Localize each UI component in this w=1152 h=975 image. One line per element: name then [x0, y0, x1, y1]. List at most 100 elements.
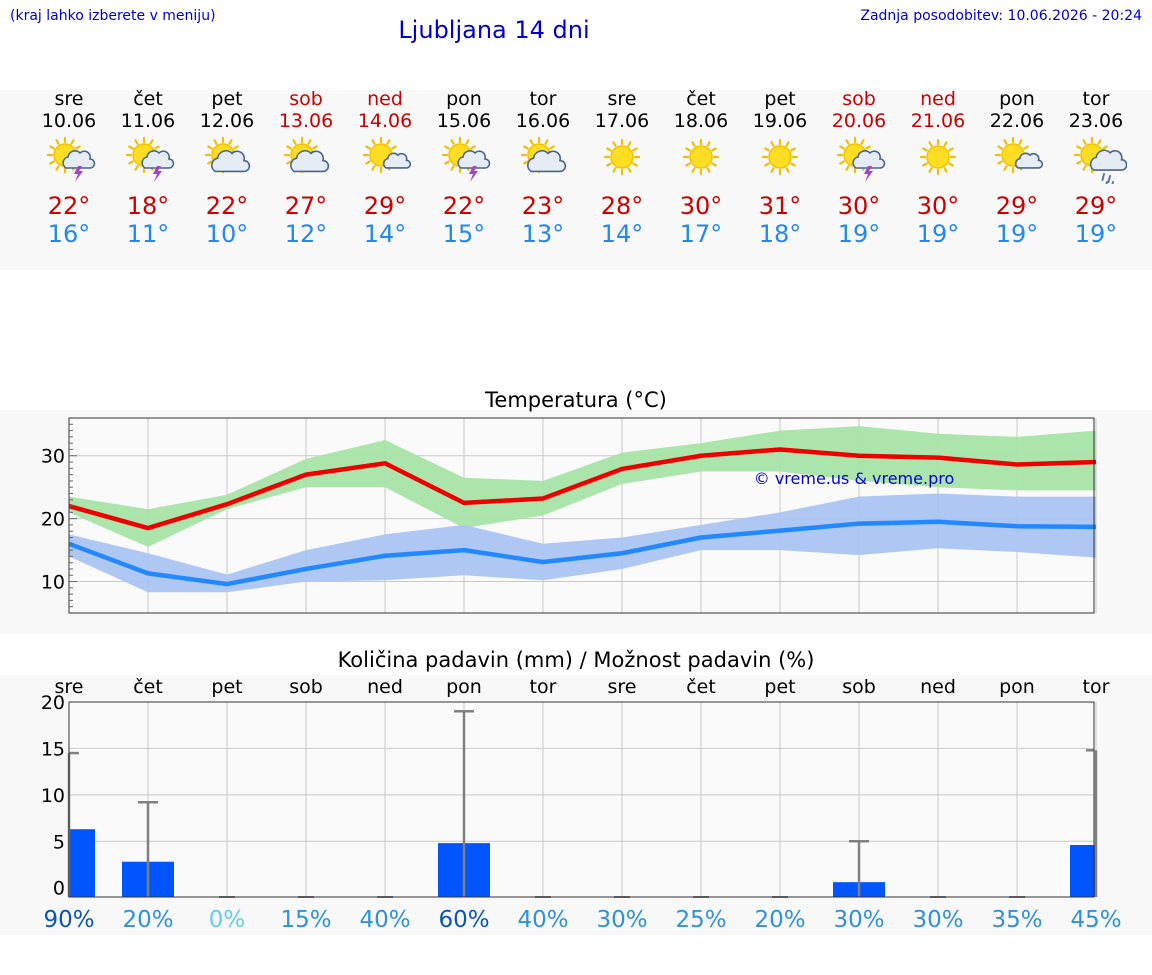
day-forecast: sre 17.06 28° 14°	[583, 88, 661, 248]
day-forecast: sob 13.06 27° 12°	[267, 88, 345, 248]
precipitation-chance: 15%	[280, 907, 331, 933]
min-temperature: 19°	[1074, 220, 1118, 248]
max-temperature: 28°	[600, 192, 644, 220]
day-axis-label: pet	[764, 676, 795, 698]
day-name: sob	[842, 88, 876, 110]
day-date: 11.06	[120, 110, 176, 132]
day-axis-label: pon	[999, 676, 1035, 698]
location-menu-hint: (kraj lahko izberete v meniju)	[10, 8, 216, 24]
day-name: sre	[607, 88, 637, 110]
precipitation-chance: 45%	[1070, 907, 1121, 933]
min-temperature: 12°	[284, 220, 328, 248]
day-axis-label: pet	[211, 676, 242, 698]
day-name: tor	[1082, 88, 1110, 110]
precipitation-chance: 40%	[359, 907, 410, 933]
max-temperature: 22°	[442, 192, 486, 220]
min-temperature: 19°	[995, 220, 1039, 248]
temperature-chart: 10 20 30 © vreme.us & vreme.pro	[41, 417, 1097, 614]
precipitation-chart-title: Količina padavin (mm) / Možnost padavin …	[337, 648, 815, 672]
precipitation-chance: 40%	[517, 907, 568, 933]
max-temperature: 23°	[521, 192, 565, 220]
day-name: tor	[529, 88, 557, 110]
sun-icon	[603, 138, 641, 176]
day-axis-label: sre	[55, 676, 84, 698]
sun-small-cloud-icon	[362, 136, 412, 174]
max-temperature: 22°	[47, 192, 91, 220]
day-forecast: ned 21.06 30° 19°	[899, 88, 977, 248]
min-temperature-line	[68, 519, 1097, 587]
day-axis-label: ned	[920, 676, 956, 698]
day-axis-label: čet	[686, 676, 716, 698]
day-name: pet	[764, 88, 796, 110]
min-temperature: 16°	[47, 220, 91, 248]
sun-cloud-icon	[283, 136, 330, 174]
min-temperature: 15°	[442, 220, 486, 248]
day-forecast: pet 19.06 31° 18°	[741, 88, 819, 248]
day-name: pon	[446, 88, 482, 110]
day-date: 10.06	[41, 110, 97, 132]
day-date: 23.06	[1068, 110, 1124, 132]
y-tick-label: 20	[41, 509, 65, 531]
day-date: 15.06	[436, 110, 492, 132]
day-forecast: sob 20.06 30° 19°	[820, 88, 898, 248]
precipitation-chance: 90%	[43, 907, 94, 933]
sun-cloud-lightning-icon	[125, 136, 175, 182]
day-axis-label: pon	[446, 676, 482, 698]
temperature-chart-title: Temperatura (°C)	[485, 388, 667, 412]
day-name: ned	[920, 88, 956, 110]
sun-cloud-lightning-icon	[441, 136, 491, 182]
sun-cloud-icon	[520, 136, 567, 174]
sun-cloud-lightning-icon	[46, 136, 96, 182]
plot-frame	[68, 701, 1095, 898]
day-forecast: čet 11.06 18° 11°	[109, 88, 187, 248]
day-axis-label: sre	[608, 676, 637, 698]
day-name: ned	[367, 88, 403, 110]
max-temperature: 30°	[916, 192, 960, 220]
max-temperature: 29°	[363, 192, 407, 220]
day-date: 12.06	[199, 110, 255, 132]
sun-cloud-lightning-icon	[836, 136, 886, 182]
plot-frame	[68, 417, 1095, 614]
day-name: pon	[999, 88, 1035, 110]
day-forecast: tor 23.06 29° 19°	[1057, 88, 1135, 248]
precipitation-chance: 0%	[209, 907, 246, 933]
day-forecast: pon 15.06 22° 15°	[425, 88, 503, 248]
y-tick-label: 0	[53, 878, 65, 900]
min-temperature: 14°	[363, 220, 407, 248]
day-axis-label: tor	[530, 676, 557, 698]
day-axis-label: sob	[289, 676, 323, 698]
min-temperature: 13°	[521, 220, 565, 248]
precipitation-chart: sre čet pet sob ned pon tor sre čet pet sob ned pon t…	[41, 676, 1122, 933]
max-temperature: 18°	[126, 192, 170, 220]
y-tick-label: 30	[41, 446, 65, 468]
day-forecast: tor 16.06 23° 13°	[504, 88, 582, 248]
day-forecast: čet 18.06 30° 17°	[662, 88, 740, 248]
page-title: Ljubljana 14 dni	[398, 16, 590, 44]
sun-icon	[761, 138, 799, 176]
day-date: 21.06	[910, 110, 966, 132]
day-forecast: pon 22.06 29° 19°	[978, 88, 1056, 248]
y-tick-label: 20	[41, 692, 65, 714]
y-tick-label: 5	[53, 831, 65, 853]
forecast-strip-background	[0, 90, 1152, 270]
day-date: 14.06	[357, 110, 413, 132]
watermark: © vreme.us & vreme.pro	[754, 469, 955, 488]
sun-icon	[919, 138, 957, 176]
max-temperature: 31°	[758, 192, 802, 220]
day-name: sob	[289, 88, 323, 110]
precipitation-bar	[1070, 845, 1096, 897]
min-temperature: 11°	[126, 220, 170, 248]
day-axis-label: sob	[842, 676, 876, 698]
day-axis-label: čet	[133, 676, 163, 698]
precipitation-chance: 60%	[438, 907, 489, 933]
y-tick-label: 10	[41, 785, 65, 807]
day-forecast: ned 14.06 29° 14°	[346, 88, 424, 248]
max-temperature-line	[68, 447, 1097, 531]
precipitation-chance: 25%	[675, 907, 726, 933]
min-temperature: 19°	[837, 220, 881, 248]
last-update-text: Zadnja posodobitev: 10.06.2026 - 20:24	[860, 8, 1142, 24]
sun-cloud-icon	[204, 136, 251, 174]
day-date: 13.06	[278, 110, 334, 132]
day-name: čet	[133, 88, 163, 110]
day-axis-label: tor	[1083, 676, 1110, 698]
